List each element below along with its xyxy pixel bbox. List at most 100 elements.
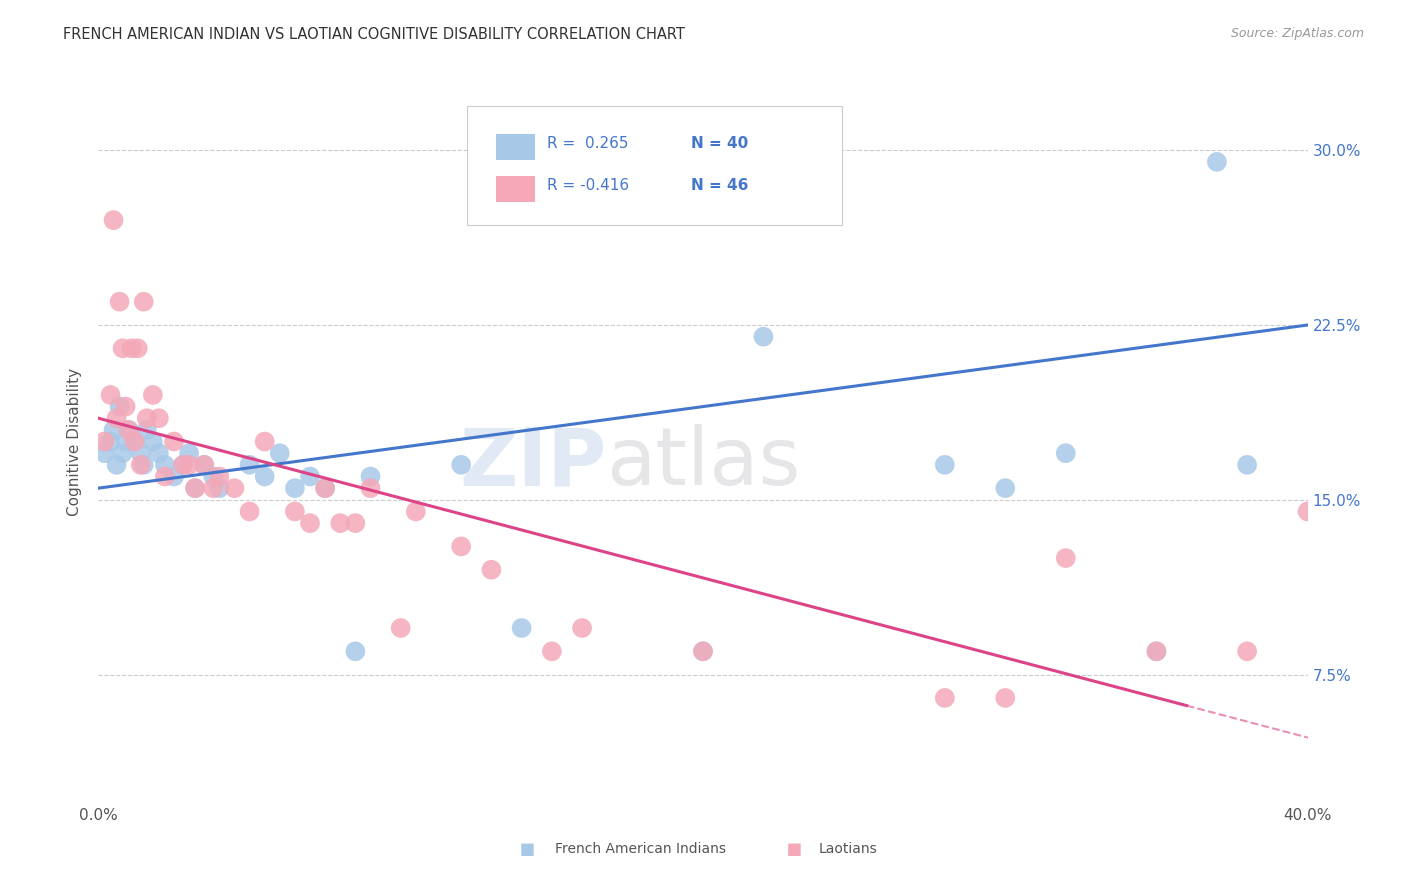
Point bbox=[224, 481, 246, 495]
Point bbox=[934, 690, 956, 705]
Point bbox=[202, 469, 225, 483]
Point bbox=[1296, 504, 1319, 518]
Text: Laotians: Laotians bbox=[818, 842, 877, 856]
Point bbox=[314, 481, 336, 495]
Point bbox=[253, 469, 276, 483]
Point bbox=[193, 458, 215, 472]
Point bbox=[239, 458, 262, 472]
Point bbox=[344, 516, 367, 530]
Point bbox=[100, 388, 122, 402]
Point bbox=[108, 400, 131, 414]
Point bbox=[163, 469, 186, 483]
Point bbox=[124, 434, 146, 449]
Point bbox=[105, 458, 128, 472]
Text: N = 46: N = 46 bbox=[690, 178, 748, 193]
Point bbox=[450, 540, 472, 554]
Point bbox=[540, 644, 562, 658]
Point bbox=[239, 504, 262, 518]
Point bbox=[389, 621, 412, 635]
FancyBboxPatch shape bbox=[496, 135, 534, 161]
Point bbox=[108, 294, 131, 309]
Point bbox=[360, 469, 382, 483]
Text: ▪: ▪ bbox=[519, 838, 536, 861]
Point bbox=[752, 329, 775, 343]
Text: atlas: atlas bbox=[606, 425, 800, 502]
Text: N = 40: N = 40 bbox=[690, 136, 748, 152]
Point bbox=[1054, 446, 1077, 460]
Point bbox=[148, 411, 170, 425]
Point bbox=[172, 458, 194, 472]
Point bbox=[692, 644, 714, 658]
Point bbox=[132, 458, 155, 472]
Point bbox=[934, 458, 956, 472]
Text: ZIP: ZIP bbox=[458, 425, 606, 502]
Point bbox=[405, 504, 427, 518]
Point bbox=[93, 446, 115, 460]
Point bbox=[193, 458, 215, 472]
Point bbox=[994, 690, 1017, 705]
Point bbox=[121, 341, 143, 355]
Point bbox=[103, 213, 125, 227]
Point bbox=[100, 434, 122, 449]
Point bbox=[153, 458, 176, 472]
Point bbox=[269, 446, 291, 460]
Point bbox=[105, 411, 128, 425]
Point bbox=[118, 423, 141, 437]
Point bbox=[153, 469, 176, 483]
Point bbox=[184, 481, 207, 495]
Point bbox=[179, 458, 201, 472]
Point bbox=[127, 341, 149, 355]
Text: R = -0.416: R = -0.416 bbox=[547, 178, 628, 193]
Point bbox=[299, 469, 322, 483]
Text: FRENCH AMERICAN INDIAN VS LAOTIAN COGNITIVE DISABILITY CORRELATION CHART: FRENCH AMERICAN INDIAN VS LAOTIAN COGNIT… bbox=[63, 27, 685, 42]
Point bbox=[1144, 644, 1167, 658]
Point bbox=[571, 621, 593, 635]
Point bbox=[1144, 644, 1167, 658]
Point bbox=[142, 388, 165, 402]
Point bbox=[202, 481, 225, 495]
Point bbox=[172, 458, 194, 472]
Point bbox=[93, 434, 115, 449]
Text: Source: ZipAtlas.com: Source: ZipAtlas.com bbox=[1230, 27, 1364, 40]
Text: ▪: ▪ bbox=[786, 838, 803, 861]
Point bbox=[314, 481, 336, 495]
Point bbox=[114, 434, 136, 449]
FancyBboxPatch shape bbox=[467, 105, 842, 225]
Text: R =  0.265: R = 0.265 bbox=[547, 136, 628, 152]
Point bbox=[299, 516, 322, 530]
Point bbox=[692, 644, 714, 658]
Point bbox=[481, 563, 503, 577]
Point bbox=[994, 481, 1017, 495]
Text: French American Indians: French American Indians bbox=[555, 842, 727, 856]
Point bbox=[103, 423, 125, 437]
Y-axis label: Cognitive Disability: Cognitive Disability bbox=[67, 368, 83, 516]
Point bbox=[114, 400, 136, 414]
FancyBboxPatch shape bbox=[496, 176, 534, 202]
Point bbox=[111, 341, 134, 355]
Point bbox=[329, 516, 352, 530]
Point bbox=[360, 481, 382, 495]
Point bbox=[179, 446, 201, 460]
Point bbox=[163, 434, 186, 449]
Point bbox=[118, 423, 141, 437]
Point bbox=[129, 446, 152, 460]
Point bbox=[1236, 458, 1258, 472]
Point bbox=[142, 434, 165, 449]
Point bbox=[132, 294, 155, 309]
Point bbox=[253, 434, 276, 449]
Point bbox=[111, 446, 134, 460]
Point bbox=[284, 504, 307, 518]
Point bbox=[510, 621, 533, 635]
Point bbox=[344, 644, 367, 658]
Point bbox=[1054, 551, 1077, 566]
Point bbox=[135, 411, 157, 425]
Point bbox=[124, 434, 146, 449]
Point bbox=[1236, 644, 1258, 658]
Point bbox=[135, 423, 157, 437]
Point bbox=[184, 481, 207, 495]
Point bbox=[148, 446, 170, 460]
Point bbox=[1206, 154, 1229, 169]
Point bbox=[450, 458, 472, 472]
Point bbox=[208, 469, 231, 483]
Point bbox=[129, 458, 152, 472]
